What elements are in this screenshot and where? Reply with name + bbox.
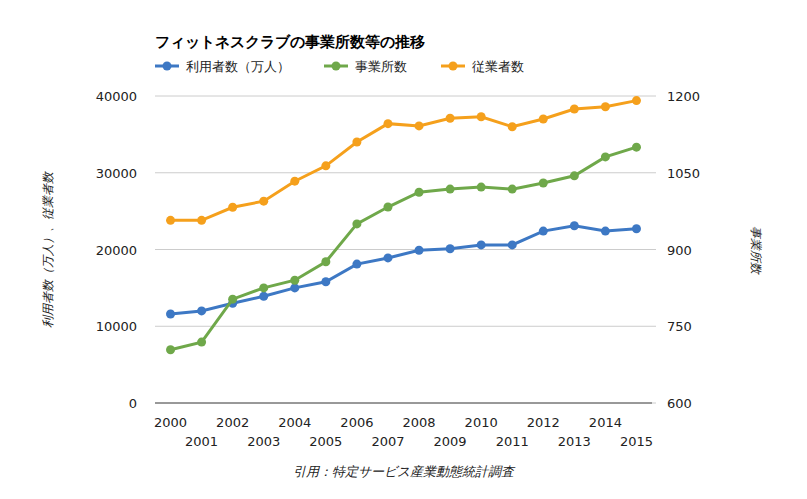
y2-tick [652, 403, 656, 404]
x-tick-label: 2003 [247, 434, 280, 449]
data-point [259, 283, 268, 292]
data-point [601, 227, 610, 236]
data-point [539, 178, 548, 187]
data-point [228, 203, 237, 212]
series-line [171, 147, 637, 350]
grid-line [155, 96, 652, 97]
x-tick-label: 2014 [589, 415, 622, 430]
x-tick-label: 2009 [434, 434, 467, 449]
data-point [197, 306, 206, 315]
x-tick-label: 2011 [496, 434, 529, 449]
data-point [197, 216, 206, 225]
y2-tick [652, 96, 656, 97]
y2-tick-label: 1200 [667, 89, 700, 104]
x-tick-label: 2006 [340, 415, 373, 430]
chart: フィットネスクラブの事業所数等の推移 0 10000 20000 30000 40000 6… [0, 0, 807, 499]
data-point [601, 102, 610, 111]
data-point [570, 171, 579, 180]
legend-label: 従業者数 [472, 59, 524, 74]
data-point [197, 338, 206, 347]
y-tick-label: 30000 [96, 166, 137, 181]
data-point [477, 183, 486, 192]
data-point [352, 260, 361, 269]
data-point [259, 292, 268, 301]
data-point [166, 216, 175, 225]
y2-tick-label: 750 [667, 319, 692, 334]
y2-tick [652, 249, 656, 250]
y2-tick [652, 172, 656, 173]
data-point [601, 152, 610, 161]
data-point [321, 161, 330, 170]
grid-line [155, 249, 652, 250]
data-point [446, 185, 455, 194]
data-point [446, 244, 455, 253]
data-point [415, 188, 424, 197]
data-point [383, 203, 392, 212]
background [0, 0, 807, 499]
legend-swatch [163, 62, 172, 71]
legend-swatch [332, 62, 341, 71]
data-point [352, 219, 361, 228]
data-point [383, 253, 392, 262]
x-tick-label: 2000 [154, 415, 187, 430]
data-point [415, 246, 424, 255]
data-point [477, 240, 486, 249]
y-tick-label: 20000 [96, 243, 137, 258]
x-tick-label: 2015 [620, 434, 653, 449]
data-point [632, 224, 641, 233]
x-tick-label: 2004 [278, 415, 311, 430]
legend-label: 利用者数（万人） [186, 59, 290, 74]
data-point [446, 114, 455, 123]
x-tick-label: 2013 [558, 434, 591, 449]
x-tick-label: 2008 [402, 415, 435, 430]
data-point [539, 227, 548, 236]
data-point [415, 121, 424, 130]
data-point [539, 115, 548, 124]
data-point [508, 240, 517, 249]
legend-label: 事業所数 [355, 59, 407, 74]
data-point [290, 177, 299, 186]
y2-tick-label: 600 [667, 396, 692, 411]
data-point [290, 276, 299, 285]
data-point [352, 138, 361, 147]
x-tick-label: 2010 [465, 415, 498, 430]
plot-area [166, 96, 641, 354]
grid-line [155, 403, 652, 404]
title: フィットネスクラブの事業所数等の推移 [155, 33, 425, 51]
series-line [171, 226, 637, 314]
grid-line [155, 326, 652, 327]
data-point [477, 112, 486, 121]
y-tick-label: 40000 [96, 89, 137, 104]
y2-axis-label: 事業所数 [749, 226, 763, 276]
data-point [570, 105, 579, 114]
data-point [508, 185, 517, 194]
y-axis-label: 利用者数（万人）、従業者数 [41, 170, 55, 328]
series-line [171, 101, 637, 221]
data-point [259, 197, 268, 206]
data-point [508, 122, 517, 131]
x-tick-label: 2005 [309, 434, 342, 449]
source-note: 引用：特定サービス産業動態統計調査 [293, 464, 516, 479]
y2-tick-label: 1050 [667, 166, 700, 181]
x-tick-label: 2007 [371, 434, 404, 449]
data-point [632, 96, 641, 105]
data-point [321, 277, 330, 286]
x-tick-label: 2001 [185, 434, 218, 449]
data-point [383, 119, 392, 128]
data-point [290, 283, 299, 292]
x-tick-label: 2002 [216, 415, 249, 430]
data-point [166, 309, 175, 318]
y-tick-label: 0 [129, 396, 137, 411]
data-point [166, 345, 175, 354]
y2-tick [652, 326, 656, 327]
data-point [632, 143, 641, 152]
legend-swatch [449, 62, 458, 71]
data-point [228, 295, 237, 304]
y-tick-label: 10000 [96, 319, 137, 334]
y2-tick-label: 900 [667, 243, 692, 258]
data-point [321, 257, 330, 266]
data-point [570, 221, 579, 230]
x-tick-label: 2012 [527, 415, 560, 430]
